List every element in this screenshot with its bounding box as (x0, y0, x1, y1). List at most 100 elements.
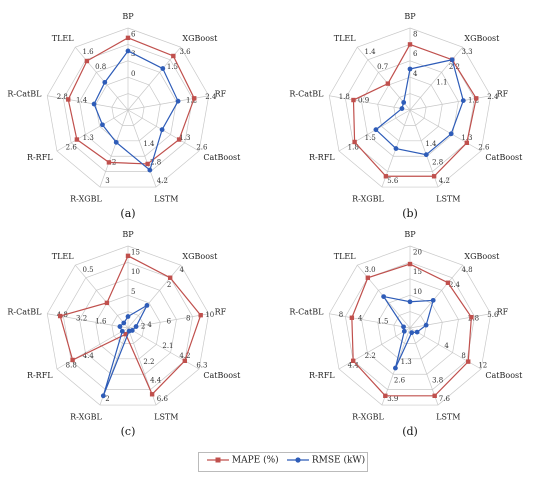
mape-point (182, 358, 188, 363)
axis-label: CatBoost (485, 153, 523, 162)
legend-rmse-text: RMSE (kW) (311, 455, 366, 466)
mape-series-line (59, 255, 202, 396)
tick-label: 0 (131, 70, 135, 78)
mape-point (192, 96, 197, 101)
rmse-point (393, 146, 399, 151)
mape-point (349, 315, 355, 320)
tick-label: 1.4 (143, 140, 155, 148)
radar-panel: BP XGBoost RF CatBoost LSTM R-XGBL R-RFL R-CatB… (7, 12, 241, 220)
mape-point (385, 81, 391, 86)
axis-label: XGBoost (464, 252, 500, 261)
grid-ring (361, 60, 459, 157)
panel-label: (b) (402, 207, 418, 220)
rmse-point (160, 66, 166, 71)
tick-label: 8 (413, 31, 417, 39)
grid-ring (361, 278, 459, 375)
tick-label: 3.3 (461, 48, 472, 56)
rmse-series-line (375, 59, 464, 156)
grid-ring (393, 93, 427, 126)
tick-label: 4 (179, 266, 184, 274)
tick-label: 6 (413, 50, 418, 58)
rmse-point (125, 314, 131, 319)
mape-point (70, 357, 75, 363)
spoke (99, 109, 129, 188)
axis-label: RF (215, 90, 227, 99)
panel-label: (d) (402, 425, 418, 438)
rmse-point (147, 167, 153, 173)
tick-label: 10 (131, 268, 140, 276)
rmse-series-line (93, 50, 179, 172)
mape-point (198, 312, 203, 318)
axis-label: R-XGBL (352, 194, 384, 203)
mape-point (149, 392, 155, 397)
mape-point (125, 35, 131, 41)
mape-point (57, 313, 63, 319)
grid-ring (377, 294, 443, 360)
spoke (75, 46, 129, 111)
tick-label: 3.6 (179, 48, 191, 56)
axis-label: TLEL (334, 252, 356, 261)
grid-ring (79, 278, 177, 375)
grid-ring (377, 76, 443, 142)
tick-label: 10 (205, 311, 214, 319)
mape-point (407, 261, 413, 267)
rmse-point (414, 329, 420, 335)
grid-ring (46, 27, 210, 188)
rmse-point (399, 106, 405, 111)
tick-label: 1.2 (468, 96, 479, 104)
spoke (329, 95, 411, 111)
tick-label: 4.4 (150, 376, 162, 384)
rmse-point (113, 139, 119, 145)
radar-panel: BP XGBoost RF CatBoost LSTM R-XGBL R-RFL R-CatB… (289, 230, 523, 438)
rmse-point (91, 101, 97, 107)
mape-point (106, 160, 112, 165)
tick-label: 1.8 (339, 93, 350, 101)
tick-label: 4.2 (439, 177, 450, 185)
axis-label: TLEL (52, 252, 74, 261)
axis-label: R-CatBL (7, 308, 42, 317)
spoke (357, 46, 411, 111)
tick-label: 1.2 (186, 96, 197, 104)
grid-ring (111, 93, 145, 126)
mape-point (167, 275, 173, 280)
tick-label: 3.8 (432, 376, 443, 384)
spoke (329, 313, 411, 329)
spoke (127, 313, 209, 329)
grid-ring (345, 262, 475, 390)
rmse-point (159, 127, 165, 133)
tick-label: 6.3 (196, 362, 207, 370)
axis-label: R-RFL (309, 153, 335, 162)
tick-label: 2.2 (143, 358, 154, 366)
axis-label: CatBoost (203, 371, 241, 380)
tick-label: 0.9 (358, 96, 369, 104)
rmse-series-line (382, 295, 435, 369)
mape-point (125, 253, 131, 259)
tick-label: 4 (444, 342, 449, 350)
tick-label: 2.8 (150, 158, 161, 166)
rmse-point (423, 152, 429, 158)
tick-label: 1.3 (83, 134, 94, 142)
axis-label: R-RFL (27, 371, 53, 380)
axis-label: CatBoost (203, 153, 241, 162)
radar-panel: BP XGBoost RF CatBoost LSTM R-XGBL R-RFL R-CatB… (7, 230, 241, 438)
tick-label: 2.6 (196, 144, 208, 152)
rmse-point (117, 324, 123, 329)
tick-label: 5.6 (387, 177, 399, 185)
rmse-point (133, 324, 139, 329)
tick-label: 2 (105, 395, 109, 403)
tick-label: 8 (461, 352, 465, 360)
mape-point (474, 96, 479, 101)
rmse-point (423, 322, 429, 328)
tick-label: 6 (167, 318, 172, 326)
rmse-point (430, 297, 436, 303)
legend-mape-text: MAPE (%) (231, 455, 279, 466)
tick-label: 8 (339, 311, 343, 319)
axis-label: XGBoost (182, 34, 218, 43)
spoke (338, 327, 411, 370)
tick-label: 4 (413, 70, 418, 78)
mape-point (66, 97, 71, 102)
spoke (56, 327, 129, 370)
axis-label: BP (404, 12, 416, 21)
spoke (75, 264, 129, 329)
grid-ring (63, 44, 193, 172)
